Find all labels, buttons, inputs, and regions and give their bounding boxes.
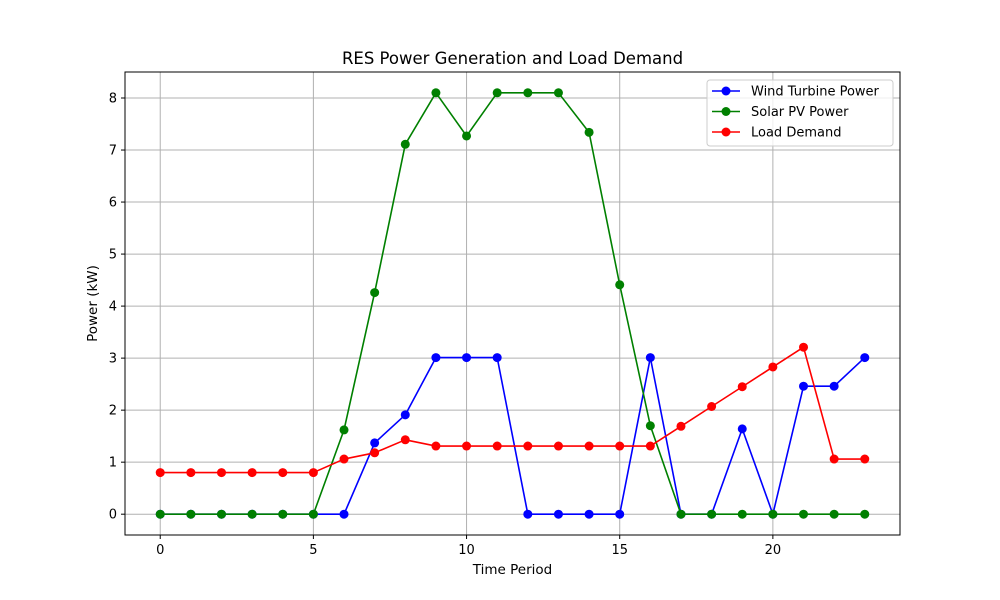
data-point-wind-turbine-power bbox=[370, 438, 380, 448]
data-point-load-demand bbox=[431, 441, 441, 451]
data-point-wind-turbine-power bbox=[400, 410, 410, 420]
data-point-load-demand bbox=[676, 421, 686, 431]
x-tick-label: 10 bbox=[458, 543, 475, 558]
data-point-wind-turbine-power bbox=[431, 353, 441, 363]
data-point-solar-pv-power bbox=[553, 88, 563, 98]
data-point-solar-pv-power bbox=[829, 509, 839, 519]
y-tick-label: 5 bbox=[109, 248, 117, 263]
y-tick-label: 7 bbox=[109, 144, 117, 159]
grid bbox=[125, 72, 900, 535]
y-tick-label: 8 bbox=[109, 92, 117, 107]
series-line-solar-pv-power bbox=[160, 92, 865, 515]
data-point-load-demand bbox=[829, 454, 839, 464]
series-solar-pv-power bbox=[155, 88, 870, 519]
data-point-solar-pv-power bbox=[707, 509, 717, 519]
data-point-load-demand bbox=[247, 468, 257, 478]
y-tick-label: 1 bbox=[109, 456, 117, 471]
data-point-load-demand bbox=[737, 382, 747, 392]
data-point-solar-pv-power bbox=[737, 509, 747, 519]
data-point-load-demand bbox=[615, 441, 625, 451]
data-point-solar-pv-power bbox=[308, 509, 318, 519]
data-point-solar-pv-power bbox=[492, 88, 502, 98]
legend-label-wind-turbine-power: Wind Turbine Power bbox=[751, 85, 880, 100]
data-point-load-demand bbox=[523, 441, 533, 451]
chart-title: RES Power Generation and Load Demand bbox=[342, 49, 683, 68]
y-axis-title: Power (kW) bbox=[85, 265, 101, 342]
series-load-demand bbox=[155, 342, 870, 478]
data-point-solar-pv-power bbox=[431, 88, 441, 98]
data-point-solar-pv-power bbox=[799, 509, 809, 519]
data-point-wind-turbine-power bbox=[553, 509, 563, 519]
data-point-load-demand bbox=[339, 454, 349, 464]
plot-series bbox=[155, 88, 870, 519]
data-point-solar-pv-power bbox=[676, 509, 686, 519]
legend-label-load-demand: Load Demand bbox=[751, 126, 841, 141]
data-point-load-demand bbox=[216, 468, 226, 478]
data-point-solar-pv-power bbox=[615, 280, 625, 290]
data-point-solar-pv-power bbox=[186, 509, 196, 519]
data-point-solar-pv-power bbox=[768, 509, 778, 519]
data-point-load-demand bbox=[645, 441, 655, 451]
data-point-load-demand bbox=[308, 468, 318, 478]
data-point-load-demand bbox=[155, 468, 165, 478]
data-point-wind-turbine-power bbox=[829, 381, 839, 391]
data-point-load-demand bbox=[370, 448, 380, 458]
data-point-wind-turbine-power bbox=[339, 509, 349, 519]
data-point-solar-pv-power bbox=[339, 425, 349, 435]
data-point-solar-pv-power bbox=[278, 509, 288, 519]
data-point-solar-pv-power bbox=[370, 288, 380, 298]
data-point-load-demand bbox=[400, 435, 410, 445]
x-axis-title: Time Period bbox=[472, 562, 552, 578]
data-point-solar-pv-power bbox=[645, 421, 655, 431]
data-point-solar-pv-power bbox=[400, 139, 410, 149]
data-point-solar-pv-power bbox=[247, 509, 257, 519]
plot-frame bbox=[124, 71, 901, 536]
data-point-load-demand bbox=[186, 468, 196, 478]
data-point-solar-pv-power bbox=[216, 509, 226, 519]
y-tick-label: 2 bbox=[109, 404, 117, 419]
data-point-solar-pv-power bbox=[523, 88, 533, 98]
y-tick-label: 3 bbox=[109, 352, 117, 367]
data-point-wind-turbine-power bbox=[799, 381, 809, 391]
series-line-load-demand bbox=[160, 346, 865, 474]
y-tick-label: 0 bbox=[109, 508, 117, 523]
data-point-load-demand bbox=[584, 441, 594, 451]
data-point-wind-turbine-power bbox=[615, 509, 625, 519]
legend-box bbox=[706, 79, 894, 147]
data-point-load-demand bbox=[462, 441, 472, 451]
legend-marker-load-demand bbox=[721, 127, 731, 137]
data-point-load-demand bbox=[768, 362, 778, 372]
data-point-solar-pv-power bbox=[860, 509, 870, 519]
data-point-wind-turbine-power bbox=[492, 353, 502, 363]
data-point-load-demand bbox=[799, 342, 809, 352]
data-point-load-demand bbox=[553, 441, 563, 451]
data-point-wind-turbine-power bbox=[523, 509, 533, 519]
y-tick-label: 6 bbox=[109, 196, 117, 211]
data-point-solar-pv-power bbox=[462, 131, 472, 141]
data-point-load-demand bbox=[278, 468, 288, 478]
data-point-wind-turbine-power bbox=[737, 424, 747, 434]
legend-marker-solar-pv-power bbox=[721, 107, 731, 116]
axis-ticks: 0 5 10 15 20 0 1 2 3 4 5 6 7 8 bbox=[109, 92, 781, 558]
data-point-wind-turbine-power bbox=[645, 353, 655, 363]
data-point-solar-pv-power bbox=[584, 127, 594, 137]
x-tick-label: 15 bbox=[611, 543, 628, 558]
data-point-wind-turbine-power bbox=[860, 353, 870, 363]
x-tick-label: 5 bbox=[309, 543, 317, 558]
legend-marker-wind-turbine-power bbox=[721, 86, 731, 96]
legend: Wind Turbine Power Solar PV Power Load Dem… bbox=[706, 79, 894, 147]
legend-label-solar-pv-power: Solar PV Power bbox=[751, 105, 849, 120]
data-point-load-demand bbox=[492, 441, 502, 451]
data-point-load-demand bbox=[860, 454, 870, 464]
x-tick-label: 20 bbox=[765, 543, 782, 558]
y-tick-label: 4 bbox=[109, 300, 117, 315]
data-point-wind-turbine-power bbox=[584, 509, 594, 519]
data-point-solar-pv-power bbox=[155, 509, 165, 519]
data-point-wind-turbine-power bbox=[462, 353, 472, 363]
x-tick-label: 0 bbox=[156, 543, 164, 558]
data-point-load-demand bbox=[707, 402, 717, 412]
